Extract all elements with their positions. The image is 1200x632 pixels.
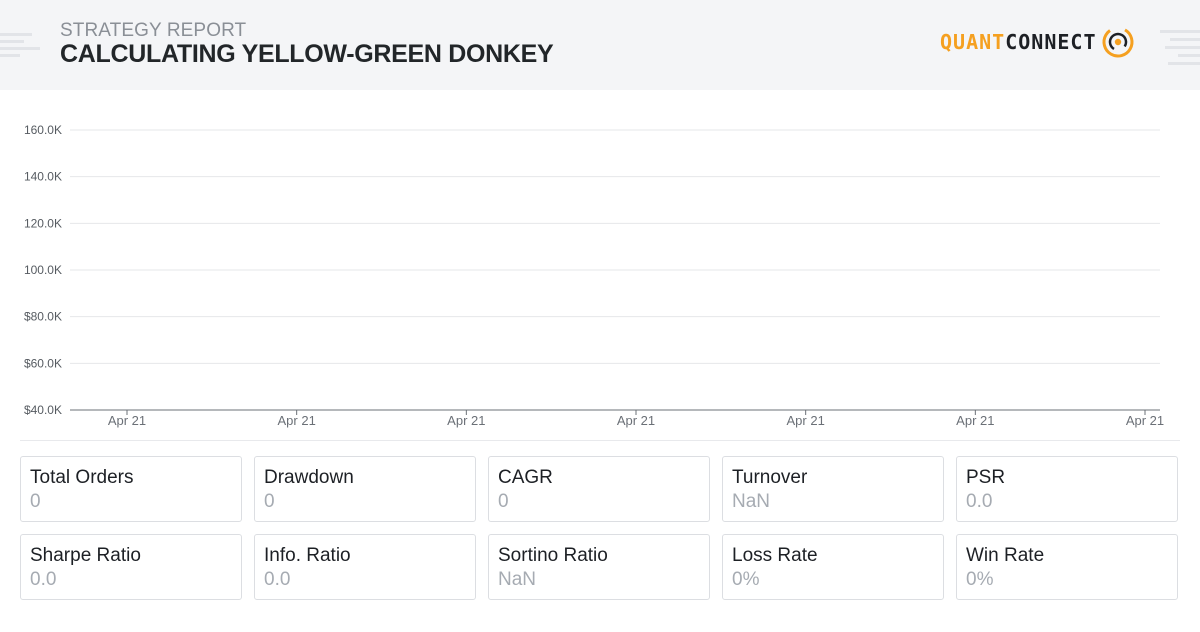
- stat-psr: PSR 0.0: [956, 456, 1178, 522]
- logo-text-quant: QUANT: [940, 30, 1006, 54]
- y-tick-label: 100.0K: [24, 263, 62, 277]
- stat-sharpe-ratio: Sharpe Ratio 0.0: [20, 534, 242, 600]
- stat-value: 0.0: [966, 491, 993, 512]
- header-decoration: [1165, 46, 1200, 49]
- header-decoration: [0, 47, 40, 50]
- header-decoration: [0, 54, 20, 57]
- stat-value: 0%: [732, 569, 760, 590]
- stat-label: PSR: [966, 467, 1006, 488]
- stat-sortino-ratio: Sortino Ratio NaN: [488, 534, 710, 600]
- stat-info-ratio: Info. Ratio 0.0: [254, 534, 476, 600]
- y-tick-label: 140.0K: [24, 170, 62, 184]
- quantconnect-logo: QUANTCONNECT: [940, 24, 1135, 60]
- x-tick-label: Apr 21: [956, 413, 994, 428]
- stat-value: 0: [264, 491, 275, 512]
- y-tick-label: $40.0K: [24, 403, 62, 417]
- report-subtitle: STRATEGY REPORT: [60, 20, 247, 41]
- stat-value: 0%: [966, 569, 994, 590]
- y-tick-label: $60.0K: [24, 356, 62, 370]
- report-title: CALCULATING YELLOW-GREEN DONKEY: [60, 40, 554, 68]
- stat-value: 0: [498, 491, 509, 512]
- stat-label: Sortino Ratio: [498, 545, 608, 566]
- stat-label: Loss Rate: [732, 545, 818, 566]
- equity-chart: $40.0K $60.0K $80.0K 100.0K 120.0K 140.0K 160.…: [24, 123, 1164, 428]
- stat-label: Win Rate: [966, 545, 1045, 566]
- y-tick-label: $80.0K: [24, 310, 62, 324]
- x-tick-label: Apr 21: [787, 413, 825, 428]
- header-decoration: [0, 40, 24, 43]
- header-decoration: [1160, 30, 1200, 33]
- y-tick-label: 120.0K: [24, 216, 62, 230]
- header-decoration: [1168, 62, 1200, 65]
- header-decoration: [1178, 54, 1200, 57]
- x-tick-label: Apr 21: [1126, 413, 1164, 428]
- logo-text-connect: CONNECT: [1005, 30, 1097, 54]
- report-header: STRATEGY REPORT CALCULATING YELLOW-GREEN…: [0, 0, 1200, 90]
- stat-drawdown: Drawdown 0: [254, 456, 476, 522]
- stat-label: CAGR: [498, 467, 553, 488]
- stat-value: 0.0: [30, 569, 57, 590]
- stat-loss-rate: Loss Rate 0%: [722, 534, 944, 600]
- stat-label: Total Orders: [30, 467, 134, 488]
- logo-text: QUANTCONNECT: [940, 30, 1097, 54]
- y-tick-label: 160.0K: [24, 123, 62, 137]
- x-tick-label: Apr 21: [447, 413, 485, 428]
- stat-label: Info. Ratio: [264, 545, 351, 566]
- stat-label: Drawdown: [264, 467, 354, 488]
- section-divider: [20, 440, 1180, 441]
- stat-value: 0: [30, 491, 41, 512]
- stat-turnover: Turnover NaN: [722, 456, 944, 522]
- stat-value: 0.0: [264, 569, 291, 590]
- stat-label: Turnover: [732, 467, 808, 488]
- stat-cagr: CAGR 0: [488, 456, 710, 522]
- stat-value: NaN: [498, 569, 537, 590]
- stat-total-orders: Total Orders 0: [20, 456, 242, 522]
- stat-win-rate: Win Rate 0%: [956, 534, 1178, 600]
- x-tick-label: Apr 21: [278, 413, 316, 428]
- stat-value: NaN: [732, 491, 771, 512]
- x-tick-label: Apr 21: [617, 413, 655, 428]
- header-decoration: [1170, 38, 1200, 41]
- x-tick-label: Apr 21: [108, 413, 146, 428]
- quantconnect-logo-icon: [1102, 26, 1134, 58]
- header-decoration: [0, 33, 32, 36]
- stat-label: Sharpe Ratio: [30, 545, 141, 566]
